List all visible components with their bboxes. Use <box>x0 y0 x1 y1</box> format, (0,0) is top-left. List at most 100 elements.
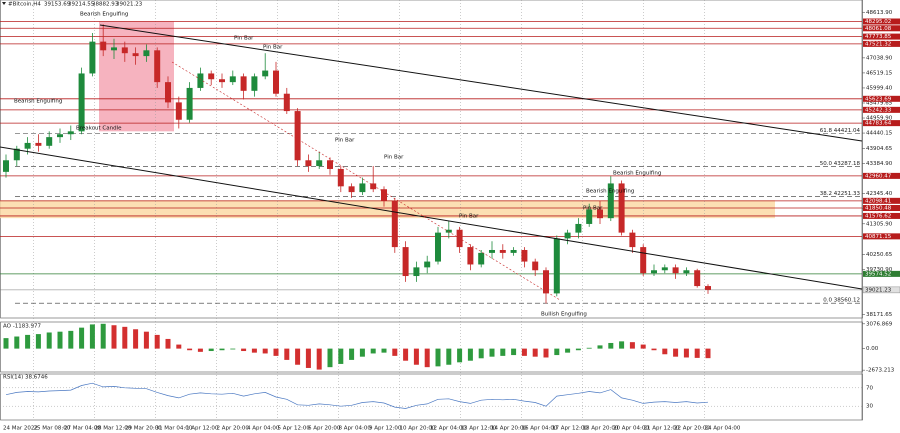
price-level-label: 45623.69 <box>865 96 892 102</box>
x-tick-label: 21 Apr 12:00 <box>644 426 680 432</box>
ao-bar <box>219 348 225 351</box>
ao-bar <box>673 348 679 357</box>
price-level-box <box>863 95 900 102</box>
x-tick-label: 5 Apr 12:00 <box>278 426 311 432</box>
ao-tick-label: 0.00 <box>866 346 879 352</box>
ao-bar <box>543 348 549 358</box>
candle-body <box>499 249 506 253</box>
price-level-label: 48295.02 <box>865 19 891 25</box>
candle-body <box>251 76 258 91</box>
price-level-label: 40871.15 <box>865 234 892 240</box>
x-tick-label: 24 Apr 04:00 <box>705 426 741 432</box>
x-tick-label: 16 Apr 04:00 <box>522 426 558 432</box>
candle-body <box>402 247 409 277</box>
annotation: Pin Bar <box>263 45 283 51</box>
candle-body <box>240 76 247 91</box>
ao-bar <box>446 348 452 365</box>
candle-body <box>165 82 171 103</box>
price-level-box <box>863 33 900 40</box>
price-level-box <box>863 120 900 127</box>
x-tick-label: 1 Apr 12:00 <box>186 426 219 432</box>
trendline <box>0 146 863 290</box>
ao-bar <box>532 348 538 357</box>
price-level-label: 47773.85 <box>865 34 892 40</box>
candle-body <box>640 247 647 274</box>
x-tick-label: 6 Apr 20:00 <box>308 426 341 432</box>
candle-body <box>705 286 711 290</box>
underlay <box>0 0 865 421</box>
candle-body <box>89 41 96 74</box>
x-tick-label: 31 Mar 04:00 <box>156 426 193 432</box>
candle-body <box>100 41 107 51</box>
candle-body <box>575 223 582 233</box>
ao-bar <box>705 348 711 359</box>
ao-bar <box>338 348 344 364</box>
x-tick-label: 2 Apr 20:00 <box>217 426 250 432</box>
trendline <box>99 24 863 142</box>
panel-frame <box>0 321 863 373</box>
candle-body <box>478 252 485 265</box>
y-tick-label: 44440.15 <box>866 131 893 137</box>
y-tick-label: 38171.65 <box>866 312 893 318</box>
ao-bar <box>230 348 236 350</box>
ao-bar <box>241 348 247 352</box>
candle-body <box>327 160 333 169</box>
ao-bar <box>629 342 635 349</box>
candle-body <box>672 267 679 274</box>
zone <box>99 21 174 132</box>
price-level-label: 42098.41 <box>865 198 891 204</box>
ao-bar <box>165 338 171 349</box>
candle-body <box>294 111 301 161</box>
y-tick-label: 43904.65 <box>866 146 893 152</box>
ao-bar <box>424 348 430 368</box>
candle-body <box>381 189 387 201</box>
x-tick-label: 28 Mar 12:00 <box>95 426 132 432</box>
ao-bar <box>565 348 571 353</box>
x-tick-label: 4 Apr 04:00 <box>247 426 280 432</box>
ao-bar <box>683 348 689 358</box>
y-tick-label: 42345.40 <box>866 191 893 197</box>
zone <box>0 200 775 219</box>
y-tick-label: 48613.90 <box>866 10 893 16</box>
candle-body <box>651 270 657 274</box>
candle-body <box>229 76 236 83</box>
ao-bar <box>651 348 657 351</box>
candle-body <box>305 160 312 167</box>
ao-bar <box>143 331 149 349</box>
ao-bar <box>597 345 603 349</box>
ao-bar <box>640 344 646 349</box>
x-tick-label: 8 Apr 04:00 <box>339 426 372 432</box>
price-level-box <box>863 212 900 219</box>
candle-body <box>24 142 31 149</box>
ao-bar <box>154 334 160 349</box>
candle-body <box>521 249 528 262</box>
ao-bar <box>25 334 31 349</box>
ohlc-close: 39021.23 <box>116 2 143 8</box>
x-tick-label: 18 Apr 20:00 <box>583 426 619 432</box>
y-tick-label: 43384.90 <box>866 161 893 167</box>
price-level-box <box>863 25 900 32</box>
ao-bar <box>359 348 365 357</box>
x-tick-label: 14 Apr 20:00 <box>491 426 527 432</box>
candle-body <box>445 229 452 233</box>
ao-bar <box>3 338 9 349</box>
ao-bar <box>89 324 95 349</box>
x-tick-label: 12 Apr 04:00 <box>430 426 466 432</box>
candle-body <box>197 73 204 88</box>
ohlc-high: 39214.55 <box>68 2 95 8</box>
price-level-box <box>863 40 900 47</box>
candle-body <box>78 73 85 132</box>
ao-bar <box>14 336 20 349</box>
collapse-icon[interactable] <box>2 2 6 5</box>
annotation: Pin Bar <box>335 138 355 144</box>
x-tick-label: 20 Apr 04:00 <box>613 426 649 432</box>
ao-bar <box>521 348 527 356</box>
ao-bar <box>392 348 398 356</box>
ao-bar <box>176 344 182 349</box>
price-level-box <box>863 172 900 179</box>
candle-body <box>132 53 139 57</box>
ao-bar <box>381 348 387 353</box>
candle-body <box>391 200 398 248</box>
fib-label: 38.2 42251.33 <box>820 191 861 197</box>
